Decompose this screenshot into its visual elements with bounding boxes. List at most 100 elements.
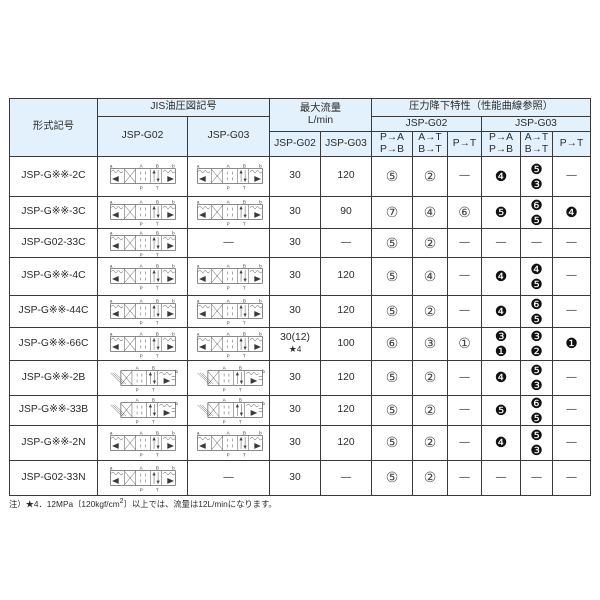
svg-text:B: B bbox=[155, 465, 158, 470]
svg-text:b: b bbox=[259, 164, 262, 169]
svg-text:b: b bbox=[259, 264, 262, 269]
svg-text:P: P bbox=[227, 222, 230, 227]
svg-text:A: A bbox=[139, 331, 143, 336]
svg-text:a: a bbox=[197, 164, 200, 169]
svg-text:b: b bbox=[172, 331, 175, 336]
svg-text:A: A bbox=[139, 264, 143, 269]
svg-text:P: P bbox=[227, 185, 230, 190]
svg-text:A: A bbox=[223, 365, 227, 370]
svg-text:P: P bbox=[139, 487, 142, 492]
svg-text:A: A bbox=[227, 299, 231, 304]
svg-text:A: A bbox=[139, 430, 143, 435]
svg-text:b: b bbox=[172, 200, 175, 205]
svg-text:A: A bbox=[227, 331, 231, 336]
svg-text:B: B bbox=[155, 164, 158, 169]
svg-text:P: P bbox=[139, 452, 142, 457]
svg-text:a: a bbox=[109, 264, 112, 269]
svg-text:a: a bbox=[109, 200, 112, 205]
svg-text:T: T bbox=[243, 452, 246, 457]
svg-text:b: b bbox=[172, 299, 175, 304]
svg-text:T: T bbox=[243, 321, 246, 326]
svg-text:A: A bbox=[139, 231, 143, 236]
svg-text:b: b bbox=[262, 401, 265, 406]
svg-text:B: B bbox=[243, 200, 246, 205]
svg-text:A: A bbox=[135, 398, 139, 403]
svg-text:T: T bbox=[155, 222, 158, 227]
svg-text:B: B bbox=[155, 200, 158, 205]
svg-text:P: P bbox=[139, 321, 142, 326]
svg-text:P: P bbox=[227, 452, 230, 457]
svg-text:B: B bbox=[243, 299, 246, 304]
svg-text:a: a bbox=[197, 264, 200, 269]
svg-text:B: B bbox=[243, 430, 246, 435]
svg-text:P: P bbox=[135, 419, 138, 424]
svg-text:a: a bbox=[197, 331, 200, 336]
svg-text:T: T bbox=[151, 419, 154, 424]
svg-text:a: a bbox=[197, 200, 200, 205]
svg-text:b: b bbox=[175, 368, 178, 373]
svg-text:P: P bbox=[139, 286, 142, 291]
svg-text:T: T bbox=[155, 487, 158, 492]
svg-text:A: A bbox=[223, 398, 227, 403]
svg-text:B: B bbox=[155, 430, 158, 435]
svg-text:b: b bbox=[259, 430, 262, 435]
svg-text:A: A bbox=[139, 299, 143, 304]
svg-text:T: T bbox=[151, 387, 154, 392]
svg-text:P: P bbox=[139, 222, 142, 227]
svg-text:a: a bbox=[197, 299, 200, 304]
svg-text:a: a bbox=[109, 331, 112, 336]
svg-text:T: T bbox=[155, 321, 158, 326]
svg-text:A: A bbox=[139, 465, 143, 470]
svg-text:B: B bbox=[151, 365, 154, 370]
svg-text:T: T bbox=[239, 387, 242, 392]
svg-text:P: P bbox=[139, 185, 142, 190]
svg-text:A: A bbox=[135, 365, 139, 370]
svg-text:T: T bbox=[243, 222, 246, 227]
svg-text:b: b bbox=[172, 264, 175, 269]
svg-text:T: T bbox=[239, 419, 242, 424]
svg-text:B: B bbox=[155, 299, 158, 304]
svg-text:A: A bbox=[227, 200, 231, 205]
svg-text:B: B bbox=[155, 331, 158, 336]
svg-text:b: b bbox=[172, 231, 175, 236]
svg-text:B: B bbox=[243, 331, 246, 336]
svg-text:A: A bbox=[227, 430, 231, 435]
svg-text:T: T bbox=[243, 353, 246, 358]
svg-text:A: A bbox=[227, 164, 231, 169]
svg-text:T: T bbox=[155, 353, 158, 358]
svg-text:a: a bbox=[109, 164, 112, 169]
svg-text:T: T bbox=[155, 185, 158, 190]
svg-text:b: b bbox=[259, 200, 262, 205]
svg-text:B: B bbox=[239, 398, 242, 403]
svg-text:P: P bbox=[139, 252, 142, 257]
svg-text:A: A bbox=[139, 200, 143, 205]
svg-text:a: a bbox=[197, 430, 200, 435]
svg-text:B: B bbox=[155, 264, 158, 269]
svg-text:a: a bbox=[109, 299, 112, 304]
svg-text:T: T bbox=[155, 452, 158, 457]
svg-text:a: a bbox=[109, 430, 112, 435]
svg-text:b: b bbox=[262, 368, 265, 373]
svg-text:b: b bbox=[259, 299, 262, 304]
svg-text:b: b bbox=[175, 401, 178, 406]
svg-text:P: P bbox=[223, 387, 226, 392]
svg-text:b: b bbox=[172, 430, 175, 435]
svg-text:A: A bbox=[139, 164, 143, 169]
svg-text:b: b bbox=[172, 465, 175, 470]
svg-text:P: P bbox=[227, 321, 230, 326]
svg-text:P: P bbox=[227, 286, 230, 291]
svg-text:a: a bbox=[109, 465, 112, 470]
svg-text:T: T bbox=[155, 286, 158, 291]
svg-text:B: B bbox=[243, 164, 246, 169]
svg-text:b: b bbox=[172, 164, 175, 169]
svg-text:a: a bbox=[109, 231, 112, 236]
svg-text:T: T bbox=[155, 252, 158, 257]
svg-text:B: B bbox=[243, 264, 246, 269]
svg-text:B: B bbox=[239, 365, 242, 370]
svg-text:B: B bbox=[151, 398, 154, 403]
svg-text:P: P bbox=[139, 353, 142, 358]
svg-text:T: T bbox=[243, 286, 246, 291]
svg-text:b: b bbox=[259, 331, 262, 336]
svg-text:A: A bbox=[227, 264, 231, 269]
svg-text:B: B bbox=[155, 231, 158, 236]
